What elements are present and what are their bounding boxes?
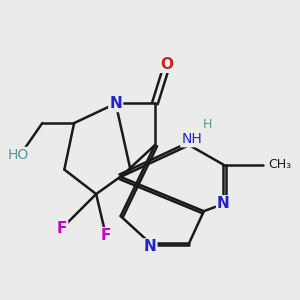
Text: H: H (203, 118, 212, 131)
Text: CH₃: CH₃ (268, 158, 292, 171)
Text: HO: HO (7, 148, 28, 162)
Text: N: N (144, 239, 156, 254)
Text: NH: NH (181, 132, 202, 146)
Text: O: O (160, 57, 174, 72)
Text: F: F (57, 221, 67, 236)
Text: N: N (217, 196, 230, 211)
Text: N: N (110, 96, 122, 111)
Text: F: F (101, 228, 111, 243)
